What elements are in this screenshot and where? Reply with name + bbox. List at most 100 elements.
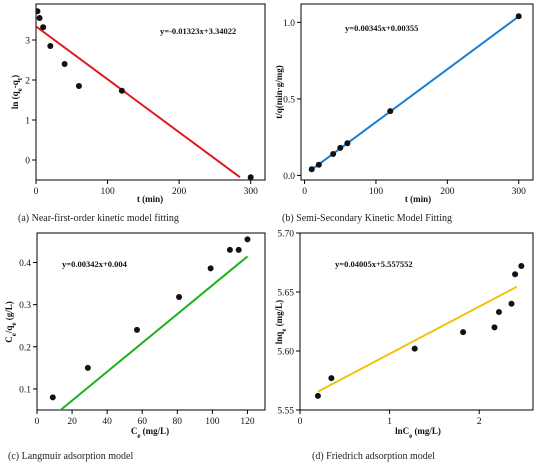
x-axis-label: Ce (mg/L): [131, 426, 169, 440]
data-point: [315, 161, 322, 168]
chart-panel-1: 0 100 200 300 0 1 2 3 y=-0.01323x+3.34022 t (min)…: [10, 3, 266, 224]
y-tick-label: 5.55: [277, 407, 294, 417]
data-point: [330, 150, 337, 157]
axis-label-part: (mg/L): [274, 300, 284, 329]
axis-label-symbol: q: [10, 91, 20, 96]
data-point: [40, 24, 47, 31]
chart-panel-2: 0 100 200 300 0.0 0.5 1.0 y=0.00345x+0.00355 t (…: [274, 3, 534, 224]
axis-label-subscript: t: [16, 77, 24, 80]
data-point: [460, 329, 467, 336]
axis-label-symbol: q: [10, 80, 20, 85]
data-point: [244, 236, 251, 243]
x-tick-label: 300: [244, 187, 259, 197]
x-tick-label: 60: [137, 417, 147, 427]
plot-frame: [300, 3, 534, 181]
data-point: [515, 13, 522, 20]
x-tick-label: 20: [67, 417, 77, 427]
data-point: [133, 326, 140, 333]
axis-label-part: t (min): [137, 194, 163, 204]
fit-line: [317, 285, 518, 393]
axis-label-subscript: e: [409, 432, 412, 440]
axis-label-symbol: q: [4, 326, 14, 331]
fit-line: [36, 25, 241, 179]
y-tick-label: 1: [25, 117, 30, 127]
data-point: [308, 166, 315, 173]
x-axis-label: t (min): [405, 194, 431, 204]
data-point: [491, 324, 498, 331]
y-tick-label: 0.4: [19, 259, 31, 269]
data-point: [84, 364, 91, 371]
y-tick-label: 5.65: [277, 289, 294, 299]
x-tick-label: 300: [512, 187, 527, 197]
x-tick-label: 0: [34, 187, 39, 197]
y-tick-label: 5.70: [277, 230, 294, 240]
axis-label-symbol: C: [131, 426, 138, 436]
data-point: [176, 294, 183, 301]
x-tick-label: 80: [173, 417, 183, 427]
data-point: [314, 392, 321, 399]
axis-label-subscript: e: [16, 88, 24, 91]
panel-caption: (a) Near-first-order kinetic model fitti…: [18, 213, 179, 224]
y-tick-label: 0.0: [283, 172, 295, 182]
x-tick-label: 2: [477, 417, 482, 427]
y-tick-label: 5.60: [277, 348, 294, 358]
data-point: [518, 263, 525, 270]
data-point: [75, 83, 82, 89]
x-tick-label: 120: [240, 417, 255, 427]
y-axis-label: Ce/qe (g/L): [4, 301, 18, 343]
axis-label-part: ln (: [10, 96, 20, 109]
x-tick-label: 0: [298, 417, 303, 427]
data-point: [337, 144, 344, 151]
axis-label-part: (mg/L): [412, 426, 441, 436]
data-point: [411, 345, 418, 352]
y-tick-label: 3: [25, 37, 30, 47]
x-axis-label: t (min): [137, 194, 163, 204]
fit-equation: y=0.04005x+5.557552: [335, 259, 413, 269]
axis-label-symbol: q: [274, 332, 284, 337]
y-tick-label: 1.0: [283, 19, 295, 29]
panel-caption: (b) Semi-Secondary Kinetic Model Fitting: [282, 213, 452, 224]
panel-caption: (c) Langmuir adsorption model: [8, 451, 133, 462]
chart-panel-3: 0 20 40 60 80 100 120 0.1 0.2 0.3 0.4 y=0.00342x+0.…: [4, 232, 266, 462]
y-axis-label: lnqe (mg/L): [274, 300, 288, 344]
axis-label-part: /: [4, 330, 14, 334]
plot-frame: [299, 232, 534, 411]
axis-label-subscript: e: [10, 323, 18, 326]
data-point: [328, 375, 335, 382]
y-tick-label: 0.5: [283, 95, 295, 105]
axis-label-part: ): [10, 75, 20, 78]
x-tick-label: 100: [205, 417, 220, 427]
axis-label-part: t (min): [405, 194, 431, 204]
x-tick-label: 100: [369, 187, 384, 197]
data-point: [512, 271, 519, 278]
data-point: [49, 394, 56, 401]
axis-label-part: t/q(min·g/mg): [274, 65, 284, 119]
data-point: [226, 246, 233, 253]
data-point: [495, 309, 502, 316]
x-tick-label: 200: [172, 187, 187, 197]
y-tick-label: 0: [25, 157, 30, 167]
panel-caption: (d) Friedrich adsorption model: [312, 451, 435, 462]
data-point: [247, 174, 254, 180]
y-tick-label: 0.2: [19, 343, 31, 353]
data-point: [36, 8, 41, 15]
plot-frame: [36, 232, 266, 411]
axis-label-part: ln: [395, 426, 403, 436]
x-tick-label: 100: [100, 187, 115, 197]
y-tick-label: 0.1: [19, 385, 31, 395]
axis-label-part: (g/L): [4, 301, 14, 322]
y-tick-label: 2: [25, 77, 30, 87]
data-point: [207, 265, 214, 272]
data-point: [387, 108, 394, 115]
x-tick-label: 1: [387, 417, 392, 427]
x-tick-label: 0: [302, 187, 307, 197]
fit-equation: y=0.00345x+0.00355: [345, 23, 418, 33]
data-point: [118, 87, 125, 94]
axis-label-subscript: e: [10, 333, 18, 336]
x-axis-label: lnCe (mg/L): [395, 426, 441, 440]
axis-label-subscript: e: [137, 432, 140, 440]
fit-equation: y=0.00342x+0.004: [62, 259, 128, 269]
fit-equation: y=-0.01323x+3.34022: [160, 26, 236, 36]
data-point: [47, 43, 54, 49]
